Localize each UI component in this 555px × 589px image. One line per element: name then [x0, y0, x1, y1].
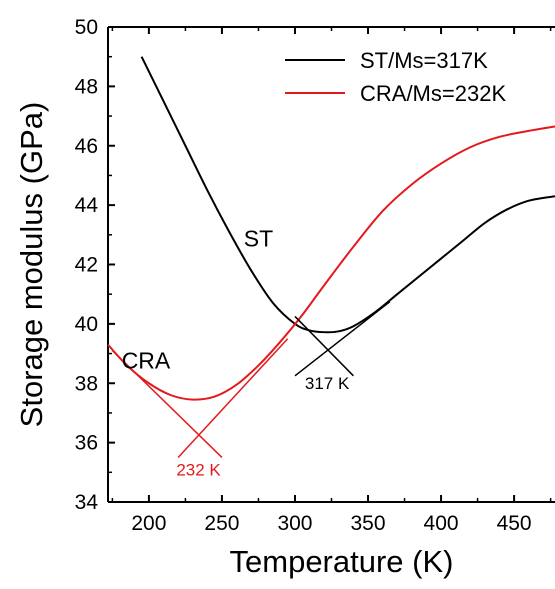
y-axis-title: Storage modulus (GPa) — [14, 102, 49, 428]
x-tick-label: 400 — [424, 512, 459, 535]
tangent-line — [294, 301, 391, 377]
annotation-label: ST — [244, 226, 273, 252]
series-layer — [107, 56, 555, 401]
annotation-label: 232 K — [176, 460, 221, 479]
y-tick-label: 44 — [75, 194, 99, 217]
x-tick-label: 350 — [350, 512, 385, 535]
y-tick-label: 46 — [75, 135, 98, 158]
annotation-layer: ST CRA 317 K 232 K — [122, 226, 350, 480]
x-tick-label: 250 — [204, 512, 239, 535]
x-tick-label: 300 — [277, 512, 312, 535]
y-tick-label: 42 — [75, 254, 98, 277]
y-tick-label: 50 — [75, 16, 98, 39]
x-axis: 200 250 300 350 400 450 — [111, 27, 552, 535]
y-tick-label: 36 — [75, 432, 98, 455]
tangent-line — [111, 350, 223, 459]
series-line-st — [140, 56, 555, 334]
tangent-line — [177, 338, 289, 458]
x-tick-label: 450 — [497, 512, 532, 535]
y-axis: 34 36 38 40 42 44 46 48 50 — [75, 16, 115, 514]
x-tick-label: 200 — [131, 512, 166, 535]
y-tick-label: 34 — [75, 491, 99, 514]
y-tick-label: 40 — [75, 313, 98, 336]
tangent-layer — [111, 301, 391, 459]
annotation-label: 317 K — [305, 374, 350, 393]
y-tick-label: 48 — [75, 75, 98, 98]
x-axis-title: Temperature (K) — [230, 544, 454, 579]
legend-label: ST/Ms=317K — [360, 48, 488, 73]
annotation-label: CRA — [122, 347, 171, 373]
series-line-cra — [107, 125, 555, 401]
legend: ST/Ms=317K CRA/Ms=232K — [285, 48, 506, 106]
legend-label: CRA/Ms=232K — [360, 81, 506, 106]
y-tick-label: 38 — [75, 372, 98, 395]
tangent-line — [294, 315, 354, 377]
